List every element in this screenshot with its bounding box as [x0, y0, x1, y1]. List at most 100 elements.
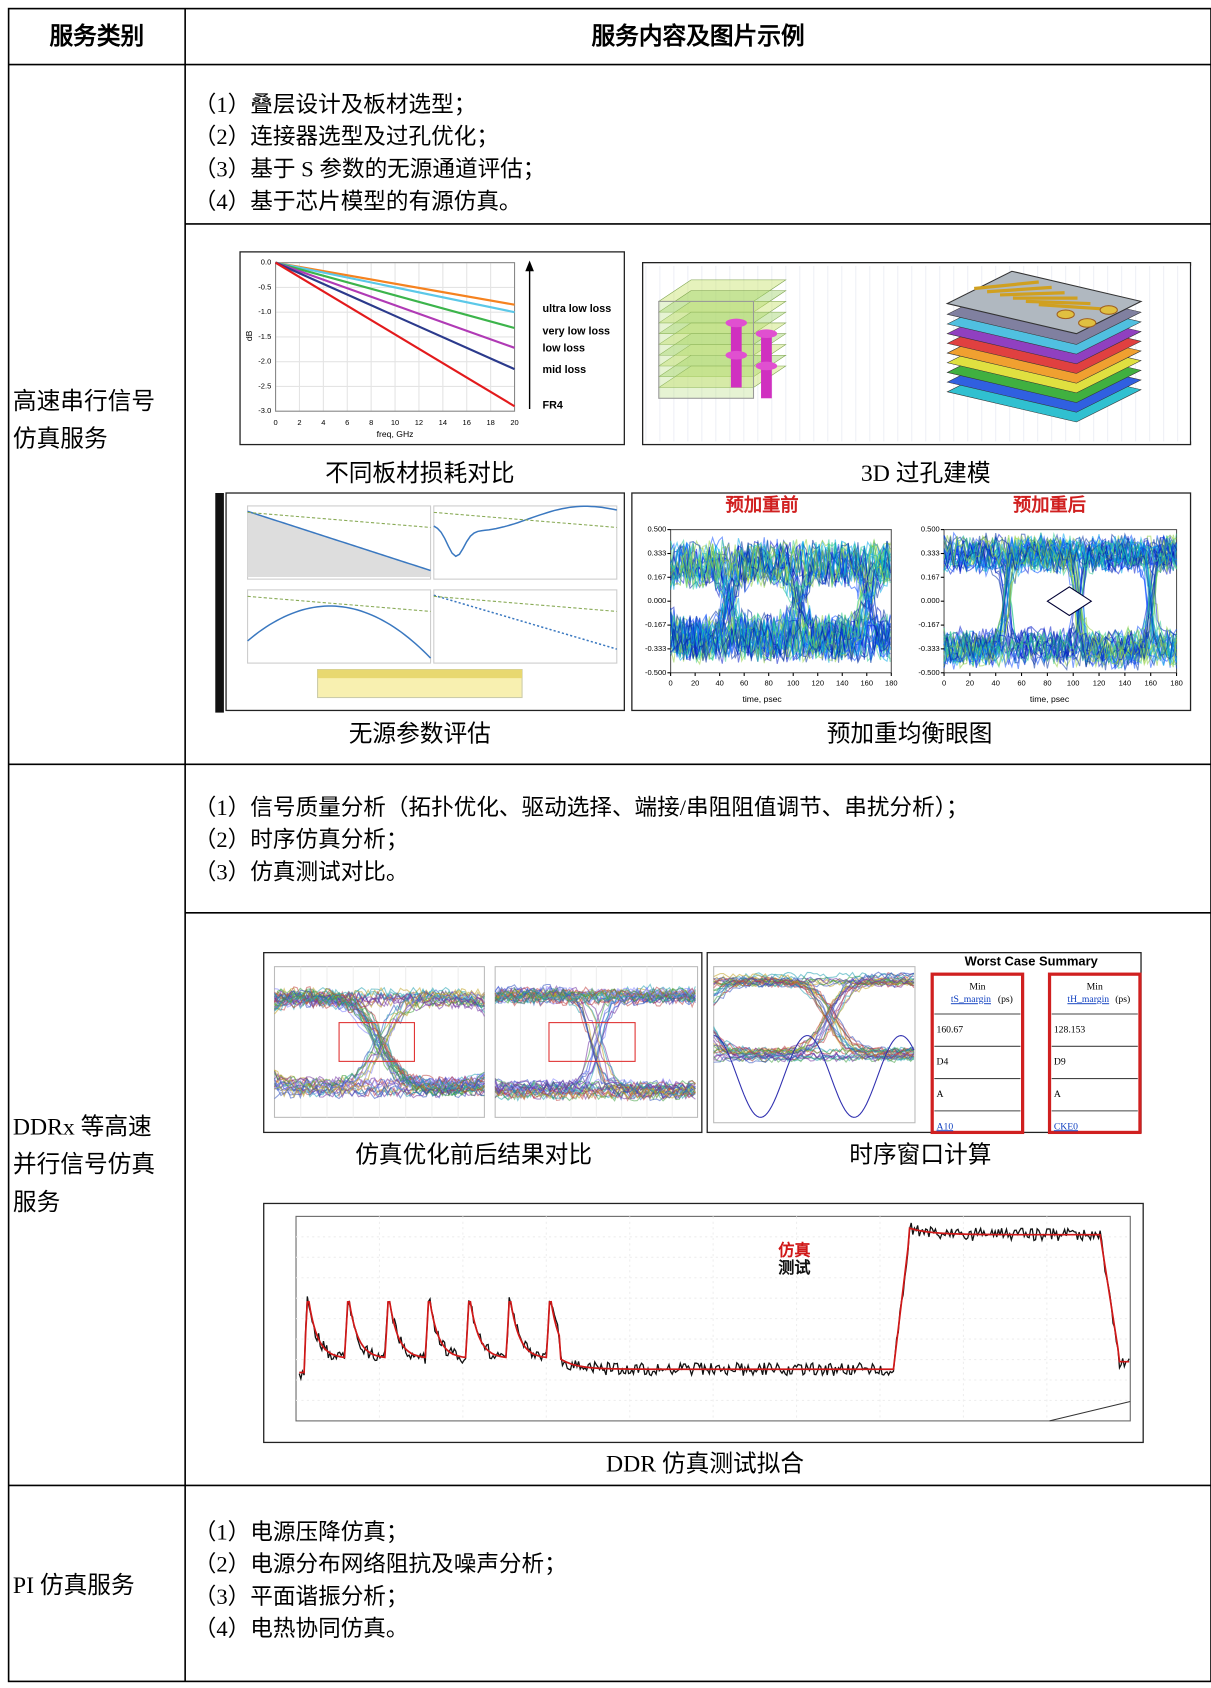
- eye-trace: [713, 975, 914, 1059]
- figure-frame: [239, 251, 625, 446]
- eye-pattern: [943, 531, 1178, 672]
- y-tick-label: 0.0: [261, 258, 271, 267]
- list-item: （1）叠层设计及板材选型；: [193, 91, 477, 118]
- summary-column: [930, 972, 1025, 1135]
- x-axis-label: time, psec: [1030, 694, 1070, 704]
- y-tick-label: 0.500: [648, 525, 667, 534]
- y-tick-label: 0.333: [648, 549, 667, 558]
- y-tick-label: -0.500: [645, 668, 666, 677]
- legend-test: 测试: [778, 1258, 810, 1277]
- ddr-eye: [273, 966, 485, 1118]
- list-item: （2）电源分布网络阻抗及噪声分析；: [193, 1551, 567, 1577]
- eye-trace: [943, 542, 1177, 660]
- curve: [247, 605, 432, 659]
- y-tick-label: 0.000: [921, 596, 940, 605]
- list-item: （2）连接器选型及过孔优化；: [193, 123, 499, 150]
- eye-pattern: [670, 535, 891, 666]
- category-text: 并行信号仿真: [12, 1150, 156, 1178]
- figure-caption: 无源参数评估: [348, 720, 491, 748]
- figure-caption: 3D 过孔建模: [860, 459, 991, 487]
- list-item: （4）电热协同仿真。: [193, 1615, 409, 1642]
- via-pad: [755, 329, 778, 339]
- y-tick-label: -1.0: [258, 307, 271, 316]
- x-tick-label: 140: [836, 679, 849, 688]
- eye-trace: [494, 991, 696, 1005]
- eye-trace: [274, 986, 485, 1000]
- y-tick-label: 0.167: [648, 572, 667, 581]
- annotation: ultra low loss: [543, 303, 612, 315]
- annotation: FR4: [543, 400, 563, 412]
- summary-column: [1047, 972, 1142, 1135]
- plot-area: [433, 505, 618, 580]
- panel-title: 预加重前: [726, 494, 799, 515]
- eye-trace: [713, 971, 914, 1064]
- pad: [1099, 305, 1118, 315]
- via-model: [645, 265, 1193, 442]
- annotation: mid loss: [543, 364, 587, 376]
- plot-border: [275, 262, 516, 412]
- loss-line: [275, 261, 515, 349]
- summary-cell: A: [937, 1089, 944, 1100]
- spec-box: [548, 1022, 636, 1062]
- x-tick-label: 18: [486, 418, 494, 427]
- fit-plot: [295, 1215, 1131, 1422]
- curve: [433, 594, 618, 650]
- x-tick-label: 120: [1093, 679, 1106, 688]
- eye-trace: [943, 535, 1177, 670]
- pad: [1078, 318, 1097, 328]
- x-tick-label: 10: [391, 418, 399, 427]
- x-tick-label: 14: [439, 418, 447, 427]
- eye-trace: [495, 992, 696, 1005]
- x-tick-label: 2: [297, 418, 301, 427]
- category-text: 高速串行信号: [12, 387, 156, 415]
- x-tick-label: 20: [691, 679, 699, 688]
- x-tick-label: 80: [765, 679, 773, 688]
- eye-trace: [274, 989, 485, 1096]
- list-item: （3）平面谐振分析；: [193, 1583, 409, 1610]
- curve: [433, 595, 617, 612]
- x-axis-label: freq, GHz: [377, 429, 414, 439]
- loss-line: [275, 261, 515, 330]
- x-tick-label: 12: [415, 418, 423, 427]
- x-tick-label: 160: [1144, 679, 1157, 688]
- eye-trace: [274, 987, 485, 1098]
- timing-eye: [713, 966, 916, 1124]
- x-tick-label: 4: [321, 418, 325, 427]
- category-text: DDRx 等高速: [12, 1113, 152, 1140]
- list-item: （1）信号质量分析（拓扑优化、驱动选择、端接/串阻阻值调节、串扰分析）；: [193, 794, 969, 821]
- eye-trace: [494, 989, 696, 1096]
- x-tick-label: 20: [510, 418, 518, 427]
- y-tick-label: -0.333: [645, 644, 666, 653]
- list-item: （2）时序仿真分析；: [193, 826, 409, 853]
- eye-trace: [943, 534, 1178, 667]
- eye-trace: [713, 975, 915, 1060]
- x-tick-label: 100: [1067, 679, 1080, 688]
- x-tick-label: 6: [345, 418, 349, 427]
- x-tick-label: 20: [966, 679, 974, 688]
- y-tick-label: -0.333: [918, 644, 939, 653]
- ddr-eye: [494, 966, 699, 1118]
- summary-cell: 160.67: [937, 1024, 964, 1035]
- plot-area: [433, 589, 618, 664]
- figure-caption: 不同板材损耗对比: [325, 459, 515, 487]
- x-tick-label: 40: [715, 679, 723, 688]
- x-tick-label: 160: [860, 679, 873, 688]
- curve: [247, 510, 431, 572]
- y-tick-label: -0.167: [645, 620, 666, 629]
- x-tick-label: 140: [1119, 679, 1132, 688]
- y-tick-label: -0.500: [918, 668, 939, 677]
- summary-cell: D4: [937, 1057, 949, 1068]
- annotation: very low loss: [543, 325, 611, 337]
- summary-title: Worst Case Summary: [965, 954, 1099, 969]
- summary-cell: 128.153: [1054, 1024, 1086, 1035]
- curve: [433, 511, 617, 528]
- column-header: Min: [1087, 981, 1103, 992]
- trace: [1025, 299, 1091, 306]
- x-tick-label: 60: [1017, 679, 1025, 688]
- list-item: （1）电源压降仿真；: [193, 1518, 409, 1545]
- ramp: [1049, 1401, 1131, 1422]
- eye-trace: [713, 979, 915, 988]
- x-tick-label: 180: [1170, 679, 1183, 688]
- eye-trace: [713, 972, 915, 1062]
